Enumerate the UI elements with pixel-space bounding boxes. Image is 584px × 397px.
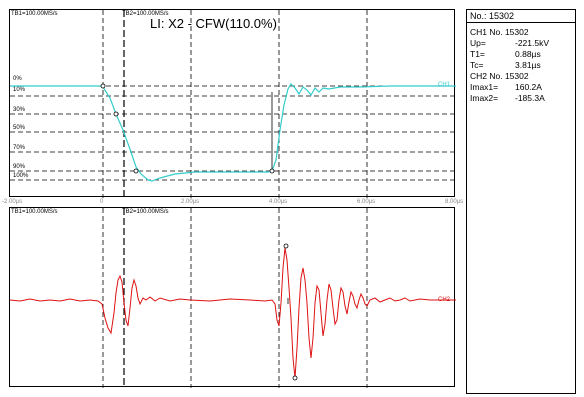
measurement-row: Tc= 3.81µs — [470, 60, 541, 70]
level-label-0: 0% — [13, 76, 22, 82]
x-tick-label: -2.00µs — [2, 199, 23, 205]
measurement-value: 0.88µs — [515, 49, 541, 59]
marker-imax2 — [292, 375, 298, 381]
measurement-row: Imax2= -185.3A — [470, 93, 545, 103]
level-label-30: 30% — [13, 107, 26, 113]
x-tick-label: 8.00µs — [445, 199, 464, 205]
ch2-waveform-panel[interactable]: TB1=100.00MS/s TB2=100.00MS/s CH2 — [9, 207, 456, 388]
ch2-trace — [9, 247, 456, 379]
level-label-70: 70% — [13, 145, 26, 151]
measurement-key: Tc= — [470, 60, 484, 70]
level-label-50: 50% — [13, 125, 26, 131]
tb2-label: TB2=100.00MS/s — [122, 11, 169, 17]
tb2-label: TB2=100.00MS/s — [122, 209, 169, 215]
measurement-value: 160.2A — [515, 82, 542, 92]
level-label-100: 100% — [13, 173, 29, 179]
level-label-10: 10% — [13, 87, 26, 93]
ch2-record-label: CH2 No. 15302 — [470, 71, 529, 81]
measurement-key: T1= — [470, 49, 485, 59]
ch1-label: CH1 — [438, 82, 451, 88]
marker-30 — [113, 111, 119, 117]
ch1-record-label: CH1 No. 15302 — [470, 27, 529, 37]
measurement-row: Imax1= 160.2A — [470, 82, 542, 92]
x-tick-label: 4.00µs — [269, 199, 288, 205]
measurement-key: Up= — [470, 38, 486, 48]
x-tick-label: 0 — [100, 199, 104, 205]
tb1-label: TB1=100.00MS/s — [11, 209, 58, 215]
measurement-row: T1= 0.88µs — [470, 49, 541, 59]
measurement-value: 3.81µs — [515, 60, 541, 70]
level-label-90: 90% — [13, 164, 26, 170]
measurement-row: Up= -221.5kV — [470, 38, 549, 48]
ch2-plot — [9, 208, 456, 388]
ch2-label: CH2 — [438, 297, 451, 303]
marker-imax1 — [283, 243, 289, 249]
measurement-key: Imax1= — [470, 82, 499, 92]
measurement-value: -221.5kV — [515, 38, 550, 48]
marker-start — [100, 83, 106, 89]
tb1-label: TB1=100.00MS/s — [11, 11, 58, 17]
marker-90 — [133, 168, 139, 174]
x-tick-label: 2.00µs — [181, 199, 200, 205]
measurement-info-panel: No.: 15302 CH1 No. 15302 Up= -221.5kV T1=… — [466, 9, 576, 394]
ch1-trace — [10, 83, 456, 182]
waveform-title: LI: X2 - CFW(110.0%) — [150, 16, 277, 31]
measurement-value: -185.3A — [515, 93, 545, 103]
ch1-plot — [10, 10, 456, 198]
measurement-key: Imax2= — [470, 93, 499, 103]
record-number-header: No.: 15302 — [467, 10, 575, 23]
x-tick-label: 6.00µs — [357, 199, 376, 205]
ch1-waveform-panel[interactable]: TB1=100.00MS/s TB2=100.00MS/s LI: X2 - C… — [9, 9, 456, 198]
marker-tc — [269, 168, 275, 174]
